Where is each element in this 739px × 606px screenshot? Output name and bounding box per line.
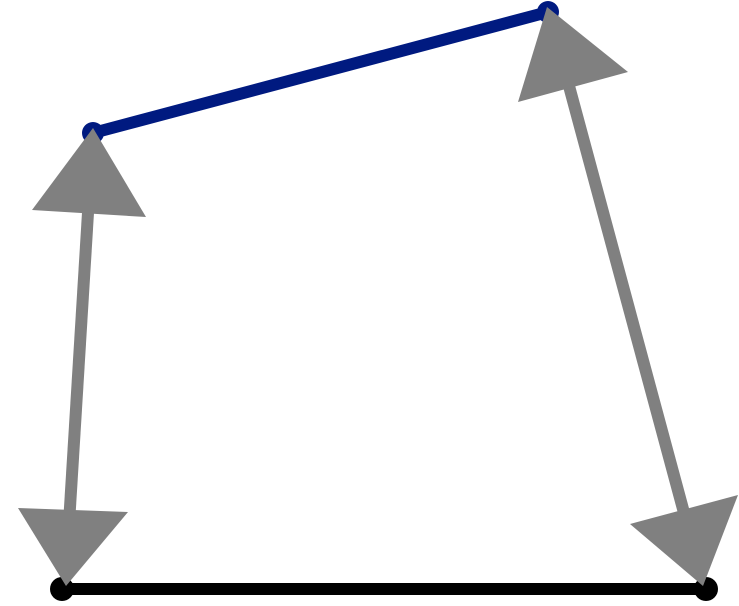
left-arrow-shaft <box>62 179 96 541</box>
left-arrow-head-top <box>32 128 146 217</box>
right-arrow-head-bottom <box>630 495 738 586</box>
left-arrow-head-bottom <box>18 508 128 586</box>
top-segment <box>87 6 554 139</box>
right-arrow-shaft <box>556 58 696 537</box>
right-arrow-head-top <box>518 7 628 102</box>
